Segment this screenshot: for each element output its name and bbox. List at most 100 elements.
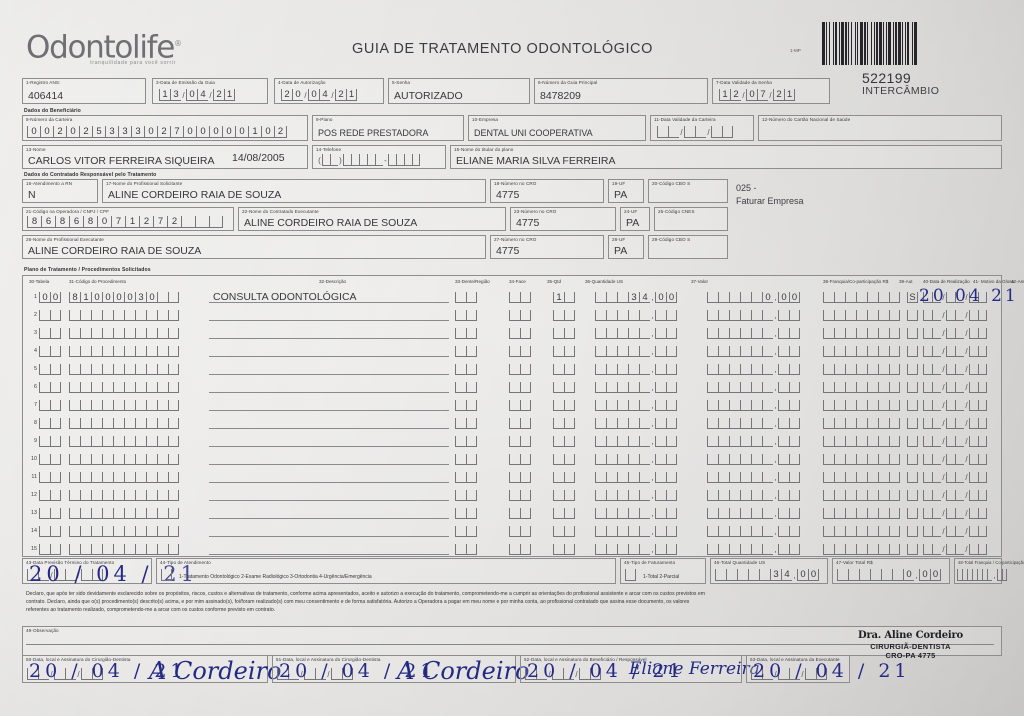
comb-cell[interactable] [124, 454, 135, 465]
comb-cell[interactable] [91, 364, 102, 375]
table-cell-comb[interactable] [907, 436, 918, 447]
comb-cell[interactable] [837, 569, 848, 581]
comb-cell[interactable] [80, 364, 91, 375]
table-cell-comb[interactable] [907, 508, 918, 519]
comb-cell[interactable] [135, 310, 146, 321]
comb-cell[interactable] [304, 668, 315, 680]
comb-cell[interactable] [957, 569, 962, 581]
comb-cell[interactable] [845, 382, 856, 393]
comb-cell[interactable] [932, 490, 941, 501]
comb-cell[interactable] [69, 418, 80, 429]
comb-cell[interactable] [595, 436, 606, 447]
comb-cell[interactable] [466, 328, 477, 339]
comb-cell[interactable] [102, 454, 113, 465]
comb-cell[interactable] [932, 382, 941, 393]
comb-cell[interactable] [878, 490, 889, 501]
comb-cell[interactable] [823, 508, 834, 519]
comb-cell[interactable] [932, 346, 941, 357]
comb-cell[interactable] [113, 508, 124, 519]
comb-cell[interactable] [595, 508, 606, 519]
comb-cell[interactable] [69, 472, 80, 483]
table-cell-comb[interactable] [553, 454, 575, 465]
comb-cell[interactable] [789, 508, 800, 519]
comb-cell[interactable] [955, 400, 964, 411]
comb-cell[interactable] [762, 346, 773, 357]
comb-cell[interactable] [834, 544, 845, 555]
comb-cell[interactable] [729, 436, 740, 447]
comb-cell[interactable] [135, 526, 146, 537]
comb-cell[interactable] [113, 382, 124, 393]
table-cell-valor[interactable]: , [707, 418, 800, 429]
comb-cell[interactable] [715, 569, 726, 581]
comb-cell[interactable] [856, 490, 867, 501]
comb-cell[interactable] [520, 292, 531, 303]
table-cell-comb[interactable] [907, 526, 918, 537]
comb-cell[interactable] [718, 292, 729, 303]
comb-cell[interactable] [135, 508, 146, 519]
comb-cell[interactable] [823, 292, 834, 303]
comb-cell[interactable]: 0 [222, 126, 235, 138]
comb-cell[interactable] [867, 310, 878, 321]
comb-cell[interactable] [856, 382, 867, 393]
comb-cell[interactable] [946, 508, 955, 519]
comb-cell[interactable] [955, 436, 964, 447]
table-cell-comb[interactable]: 1 [553, 292, 575, 303]
comb-cell[interactable] [331, 668, 342, 680]
comb-cell[interactable] [520, 346, 531, 357]
comb-cell[interactable] [751, 418, 762, 429]
comb-cell[interactable] [729, 526, 740, 537]
table-cell-comb[interactable] [69, 346, 179, 357]
comb-cell[interactable] [553, 382, 564, 393]
table-cell-comb[interactable] [69, 418, 179, 429]
table-cell-comb[interactable] [455, 544, 477, 555]
comb-cell[interactable] [946, 328, 955, 339]
field-assinatura-beneficiario[interactable]: 52-Data, local e Assinatura do Beneficiá… [520, 655, 760, 683]
comb-cell[interactable] [729, 346, 740, 357]
comb-cell[interactable] [751, 544, 762, 555]
table-cell-comb[interactable] [553, 346, 575, 357]
comb-cell[interactable] [789, 364, 800, 375]
table-cell-comb[interactable] [69, 364, 179, 375]
comb-cell[interactable]: 6 [69, 216, 83, 228]
comb-cell[interactable] [359, 154, 367, 166]
comb-cell[interactable] [168, 454, 179, 465]
table-cell-comb[interactable] [509, 364, 531, 375]
comb-cell[interactable] [967, 569, 972, 581]
comb-cell[interactable] [124, 544, 135, 555]
comb-cell[interactable] [50, 544, 61, 555]
comb-cell[interactable]: 7 [111, 216, 125, 228]
comb-cell[interactable] [834, 400, 845, 411]
comb-cell[interactable] [39, 310, 50, 321]
comb-cell[interactable] [69, 400, 80, 411]
comb-cell[interactable] [146, 436, 157, 447]
comb-cell[interactable] [455, 472, 466, 483]
comb-cell[interactable]: 2 [157, 126, 170, 138]
field-empresa[interactable]: 10-Empresa DENTAL UNI COOPERATIVA [468, 115, 646, 141]
comb-cell[interactable] [455, 346, 466, 357]
comb-cell[interactable] [878, 418, 889, 429]
comb-cell[interactable] [668, 126, 679, 138]
comb-cell[interactable] [969, 544, 978, 555]
comb-cell[interactable] [740, 454, 751, 465]
comb-cell[interactable] [789, 436, 800, 447]
table-cell-comb[interactable] [509, 328, 531, 339]
comb-cell[interactable] [978, 382, 987, 393]
comb-cell[interactable] [69, 544, 80, 555]
comb-cell[interactable] [455, 382, 466, 393]
comb-cell[interactable] [666, 526, 677, 537]
comb-cell[interactable] [923, 292, 932, 303]
field-data-emissao[interactable]: 3-Data de Emissão da Guia 1 3/0 4/2 1 [152, 78, 268, 104]
comb-cell[interactable]: 0 [655, 292, 666, 303]
comb-cell[interactable] [124, 364, 135, 375]
comb-cell[interactable] [396, 154, 404, 166]
comb-cell[interactable] [553, 346, 564, 357]
comb-cell[interactable] [978, 346, 987, 357]
field-tipo-faturamento[interactable]: 45-Tipo de Faturamento 1-Total 2-Parcial [620, 558, 706, 584]
table-cell-comb[interactable] [39, 382, 61, 393]
comb-cell[interactable] [834, 382, 845, 393]
comb-cell[interactable] [823, 328, 834, 339]
comb-cell[interactable] [978, 310, 987, 321]
comb-cell[interactable] [161, 569, 172, 581]
comb-cell[interactable] [124, 508, 135, 519]
